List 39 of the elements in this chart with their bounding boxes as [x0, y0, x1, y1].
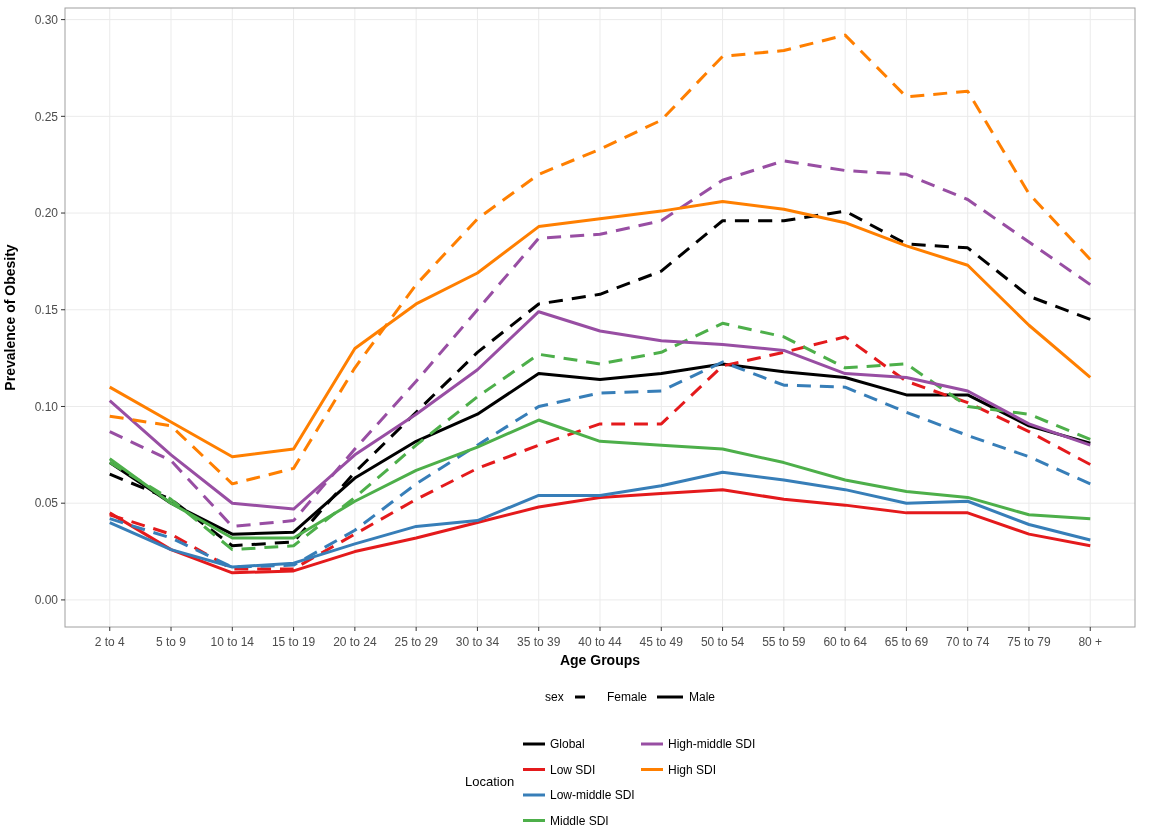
x-tick-label: 40 to 44	[578, 635, 623, 649]
x-tick-label: 65 to 69	[884, 635, 929, 649]
text: Female	[607, 690, 648, 704]
line-series	[108, 33, 1092, 486]
x-tick-label: 55 to 59	[762, 635, 806, 649]
y-tick-label: 0.00	[34, 593, 59, 608]
legend-label: Low SDI	[550, 762, 596, 777]
legend-label: Global	[550, 737, 585, 751]
text: Male	[689, 690, 716, 704]
legend-label: High-middle SDI	[668, 737, 756, 751]
y-tick-label: 0.30	[34, 12, 59, 27]
x-tick-label: 60 to 64	[823, 635, 868, 649]
x-axis-title: Age Groups	[559, 652, 641, 668]
x-tick-label: 80 +	[1078, 635, 1103, 649]
legend-label: Middle SDI	[550, 813, 609, 827]
y-tick-label: 0.20	[34, 206, 59, 221]
y-tick-label: 0.15	[34, 302, 59, 317]
x-tick-label: 15 to 19	[271, 635, 316, 649]
y-tick-label: 0.05	[34, 496, 59, 511]
x-tick-label: 75 to 79	[1007, 635, 1051, 649]
x-tick-label: 30 to 34	[455, 635, 500, 649]
y-tick-label: 0.25	[34, 109, 59, 124]
x-tick-label: 45 to 49	[639, 635, 684, 649]
line-series	[108, 209, 1092, 548]
x-tick-label: 5 to 9	[156, 635, 187, 649]
legend-title: Location	[465, 774, 515, 789]
x-tick-label: 2 to 4	[94, 635, 126, 649]
y-axis-title: Prevalence of Obesity	[2, 244, 18, 391]
x-tick-label: 10 to 14	[210, 635, 255, 649]
legend-label: Low-middle SDI	[550, 788, 635, 802]
x-tick-label: 50 to 54	[700, 635, 745, 649]
x-tick-label: 20 to 24	[333, 635, 377, 649]
x-tick-label: 70 to 74	[946, 635, 990, 649]
x-tick-label: 35 to 39	[517, 635, 561, 649]
x-tick-label: 25 to 29	[394, 635, 439, 649]
y-tick-label: 0.10	[34, 399, 59, 414]
line-series	[108, 159, 1092, 528]
legend-label: High SDI	[668, 762, 717, 777]
text: sex	[545, 690, 564, 704]
